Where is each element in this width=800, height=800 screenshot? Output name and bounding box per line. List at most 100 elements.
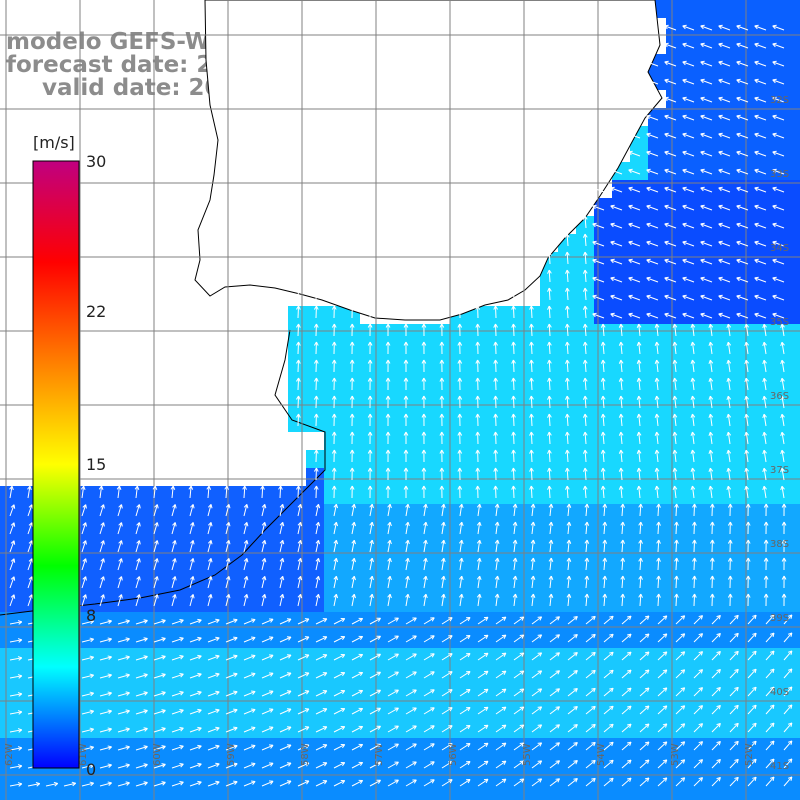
wind-arrow — [423, 635, 435, 643]
wind-arrow — [261, 762, 274, 769]
wind-arrow-head — [261, 503, 266, 508]
wind-arrow-head — [647, 777, 650, 782]
wind-arrow-head — [89, 655, 94, 658]
wind-cell — [540, 432, 558, 450]
wind-arrow-head — [557, 778, 560, 783]
wind-arrow-head — [530, 431, 534, 436]
wind-arrow — [621, 741, 632, 751]
wind-cell — [360, 486, 378, 504]
wind-arrow-head — [405, 521, 409, 526]
wind-arrow-head — [565, 467, 568, 472]
wind-cell — [432, 342, 450, 360]
wind-arrow-head — [555, 634, 560, 636]
wind-arrow-head — [765, 593, 769, 598]
wind-arrow — [279, 672, 292, 679]
wind-cell — [648, 216, 666, 234]
wind-cell — [306, 306, 324, 324]
wind-arrow-head — [700, 114, 705, 117]
wind-arrow — [567, 576, 570, 589]
wind-cell — [486, 522, 504, 540]
wind-arrow-head — [315, 395, 319, 400]
wind-arrow-head — [333, 557, 337, 562]
wind-arrow-head — [270, 708, 274, 713]
wind-cell — [162, 756, 180, 774]
wind-arrow-head — [584, 413, 588, 418]
wind-arrow — [315, 522, 320, 535]
wind-arrow-head — [592, 222, 597, 225]
wind-cell — [108, 486, 126, 504]
wind-arrow-head — [682, 151, 686, 156]
wind-arrow-head — [497, 503, 500, 509]
wind-arrow — [531, 616, 542, 625]
wind-arrow-head — [636, 341, 640, 346]
wind-arrow — [747, 632, 757, 643]
wind-arrow — [512, 485, 515, 499]
wind-cell — [306, 594, 324, 612]
wind-arrow — [656, 432, 659, 445]
wind-arrow-head — [512, 431, 516, 436]
wind-arrow-head — [772, 132, 777, 135]
wind-cell — [234, 756, 252, 774]
wind-cell — [702, 126, 720, 144]
wind-arrow — [628, 241, 641, 247]
wind-cell — [324, 378, 342, 396]
wind-arrow-head — [441, 341, 445, 346]
wind-arrow — [584, 323, 587, 337]
wind-arrow — [494, 395, 497, 409]
wind-cell — [90, 576, 108, 594]
wind-arrow-head — [647, 705, 650, 710]
wind-cell — [468, 738, 486, 756]
wind-arrow-head — [582, 413, 586, 418]
wind-arrow-head — [718, 312, 723, 315]
wind-cell — [162, 774, 180, 792]
wind-arrow — [9, 504, 15, 517]
wind-arrow — [783, 704, 793, 715]
wind-arrow-head — [152, 485, 156, 490]
wind-arrow-head — [17, 728, 22, 731]
wind-arrow — [369, 594, 373, 607]
wind-arrow — [700, 97, 713, 103]
wind-cell — [414, 666, 432, 684]
wind-arrow-head — [172, 540, 176, 544]
wind-arrow — [315, 780, 328, 787]
wind-cell — [702, 486, 720, 504]
wind-arrow-head — [770, 722, 775, 725]
wind-arrow — [763, 324, 767, 337]
wind-arrow-head — [18, 765, 23, 769]
wind-arrow — [745, 342, 749, 355]
wind-cell — [738, 198, 756, 216]
wind-arrow-head — [475, 341, 479, 346]
wind-arrow-head — [107, 709, 112, 712]
wind-cell — [432, 684, 450, 702]
wind-cell — [414, 360, 432, 378]
wind-arrow-head — [530, 359, 534, 364]
wind-arrow-head — [29, 485, 32, 491]
wind-arrow-head — [754, 222, 759, 225]
wind-arrow-head — [647, 633, 650, 638]
wind-arrow-head — [772, 241, 776, 246]
wind-arrow-head — [674, 521, 678, 526]
wind-cell — [162, 648, 180, 666]
wind-arrow-head — [387, 413, 391, 418]
wind-arrow — [333, 558, 337, 571]
wind-arrow-head — [694, 557, 697, 562]
wind-arrow-head — [529, 467, 532, 472]
wind-arrow — [477, 540, 481, 553]
wind-cell — [738, 486, 756, 504]
wind-arrow — [189, 691, 202, 697]
wind-arrow-head — [620, 557, 624, 562]
wind-arrow-head — [270, 726, 274, 731]
wind-arrow — [621, 687, 632, 697]
wind-arrow — [566, 395, 569, 409]
wind-arrow-head — [700, 133, 704, 138]
wind-cell — [558, 270, 576, 288]
wind-arrow-head — [280, 485, 283, 490]
wind-arrow — [225, 763, 238, 769]
wind-cell — [18, 738, 36, 756]
wind-arrow — [656, 396, 659, 409]
wind-arrow-head — [565, 449, 568, 454]
wind-arrow-head — [261, 557, 266, 562]
wind-cell — [126, 540, 144, 558]
wind-arrow-head — [367, 341, 371, 346]
wind-arrow-head — [530, 593, 534, 598]
